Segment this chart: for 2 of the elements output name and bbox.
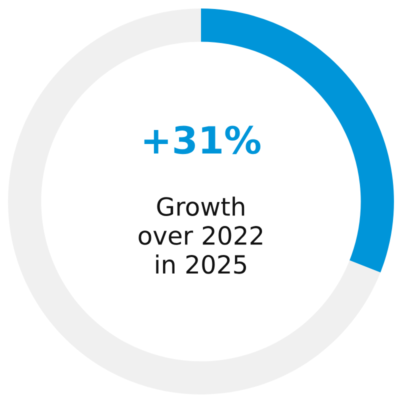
text: Growth over 2022 in 2025 xyxy=(138,196,262,274)
text: +31% xyxy=(144,126,260,154)
